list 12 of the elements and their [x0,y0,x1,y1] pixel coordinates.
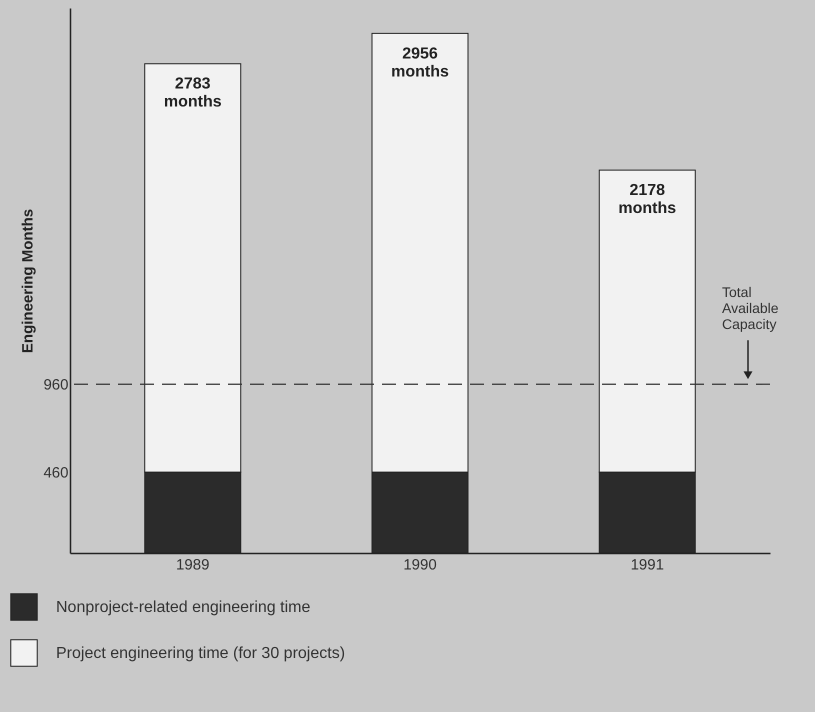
total-label: 2956 months [391,45,449,80]
x-tick-label: 1990 [403,556,437,574]
total-label: 2783 months [164,76,222,111]
y-axis-title: Engineering Months [19,208,36,354]
legend-label: Project engineering time (for 30 projects) [56,645,346,662]
y-tick-label: 960 [43,376,68,394]
ref-line-label: Total Available Capacity [722,284,779,332]
y-tick-label: 460 [43,464,68,482]
legend-label: Nonproject-related engineering time [56,599,310,616]
x-tick-label: 1991 [630,556,664,574]
x-tick-label: 1989 [176,556,210,574]
total-label: 2178 months [618,182,676,218]
